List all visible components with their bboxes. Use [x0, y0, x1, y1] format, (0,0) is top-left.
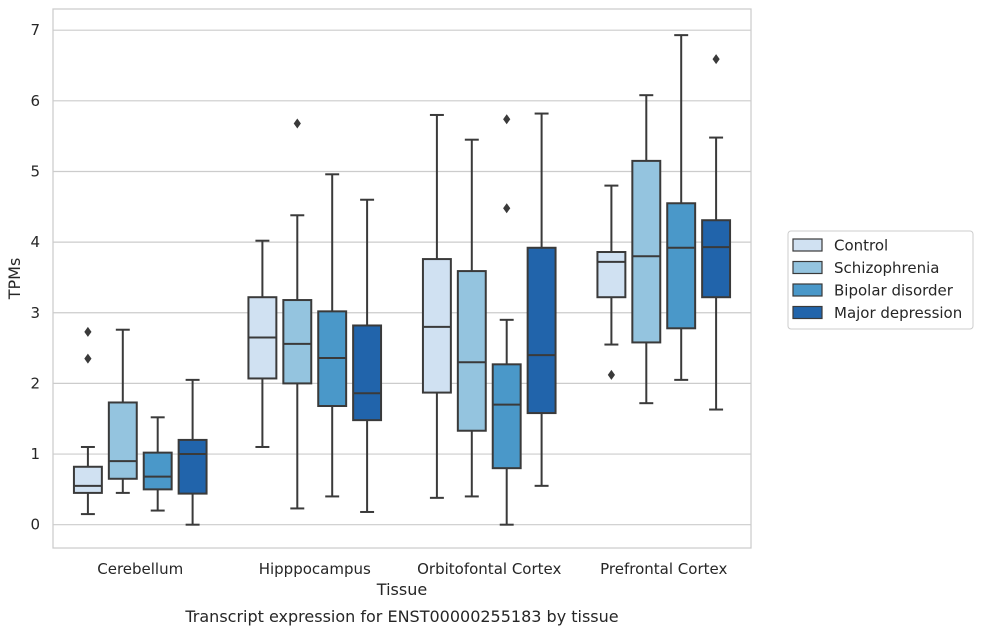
- legend-swatch: [792, 305, 823, 320]
- outlier-point: [293, 118, 301, 129]
- y-axis-label: TPMs: [5, 258, 24, 301]
- box-major-depression: [526, 112, 557, 487]
- box-major-depression: [701, 54, 732, 411]
- y-tick-label: 2: [30, 374, 40, 392]
- box-bipolar-disorder: [142, 416, 173, 512]
- legend-swatch: [792, 260, 823, 275]
- box-bipolar-disorder: [317, 173, 348, 498]
- x-tick-labels: Cerebellum Hipppocampus Orbitofontal Corte…: [97, 560, 727, 578]
- y-tick-label: 6: [30, 92, 40, 110]
- box-iqr: [282, 299, 313, 385]
- y-tick-label: 3: [30, 304, 40, 322]
- legend-item: Major depression: [792, 304, 962, 322]
- outlier-point: [503, 203, 511, 214]
- box-bipolar-disorder: [491, 114, 522, 526]
- y-tick-label: 4: [30, 233, 40, 251]
- box-iqr: [107, 401, 138, 480]
- outlier-point: [84, 326, 92, 337]
- y-tick-label: 1: [30, 445, 40, 463]
- outlier-point: [712, 54, 720, 65]
- box-iqr: [72, 465, 103, 494]
- legend-label: Major depression: [834, 304, 962, 322]
- y-tick-label: 7: [30, 21, 40, 39]
- outlier-point: [503, 114, 511, 125]
- y-tick-label: 0: [30, 516, 40, 534]
- figure-caption: Transcript expression for ENST0000025518…: [184, 607, 618, 626]
- legend-label: Bipolar disorder: [834, 282, 954, 300]
- box-iqr: [596, 251, 627, 299]
- x-tick-label: Prefrontal Cortex: [600, 560, 727, 578]
- legend: Control Schizophrenia Bipolar disorder Majo…: [787, 230, 974, 330]
- y-tick-labels: 0 1 2 3 4 5 6 7: [30, 21, 40, 533]
- legend-box: [787, 230, 974, 330]
- x-tick-label: Cerebellum: [97, 560, 183, 578]
- box-bipolar-disorder: [666, 34, 697, 381]
- plot-boxes: [72, 34, 732, 526]
- box-iqr: [666, 202, 697, 330]
- box-schizophrenia: [107, 328, 138, 494]
- legend-item: Schizophrenia: [792, 259, 939, 277]
- legend-label: Control: [834, 237, 888, 255]
- box-control: [72, 326, 103, 516]
- box-iqr: [526, 246, 557, 415]
- legend-label: Schizophrenia: [834, 259, 939, 277]
- y-tick-label: 5: [30, 162, 40, 180]
- box-iqr: [456, 270, 487, 432]
- box-schizophrenia: [456, 138, 487, 498]
- box-iqr: [421, 258, 452, 394]
- box-major-depression: [352, 198, 383, 513]
- box-control: [596, 184, 627, 380]
- box-iqr: [142, 451, 173, 491]
- legend-item: Control: [792, 237, 888, 255]
- box-iqr: [177, 438, 208, 495]
- box-iqr: [701, 219, 732, 299]
- x-tick-label: Orbitofontal Cortex: [417, 560, 561, 578]
- box-iqr: [631, 159, 662, 344]
- outlier-point: [607, 369, 615, 380]
- legend-item: Bipolar disorder: [792, 282, 954, 300]
- legend-swatch: [792, 238, 823, 252]
- outlier-point: [84, 353, 92, 364]
- plot-frame: [52, 8, 752, 549]
- box-schizophrenia: [282, 118, 313, 510]
- x-tick-label: Hipppocampus: [259, 560, 371, 578]
- box-control: [247, 239, 278, 448]
- x-axis-label: Tissue: [376, 580, 427, 599]
- box-iqr: [352, 324, 383, 422]
- box-schizophrenia: [631, 94, 662, 405]
- legend-swatch: [792, 283, 823, 297]
- box-iqr: [491, 363, 522, 470]
- box-major-depression: [177, 378, 208, 526]
- box-control: [421, 113, 452, 499]
